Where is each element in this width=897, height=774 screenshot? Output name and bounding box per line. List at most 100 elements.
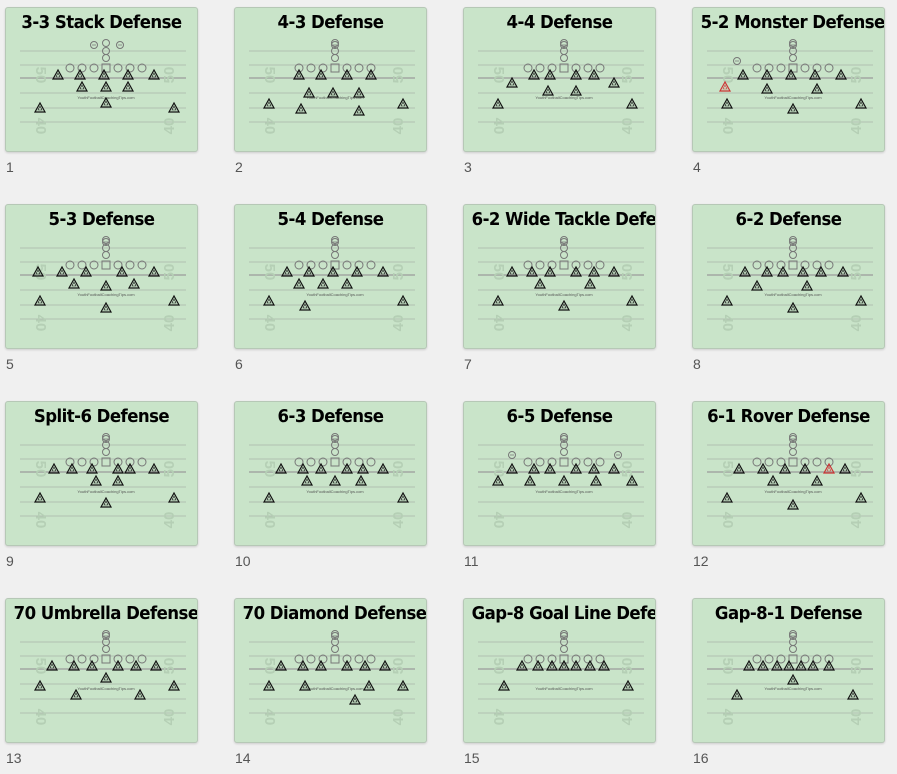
slide-number: 7 [464,356,472,372]
defender-marker [262,97,276,109]
defender-marker [854,294,868,306]
yard-number: 50 [490,461,507,478]
slide-number: 12 [693,553,709,569]
defender-marker [352,86,366,98]
defender-marker [51,68,65,80]
yard-number: 40 [390,512,407,529]
slide-thumbnail[interactable]: 50 40 50 40 YouthFootballCoachingTips.com 70 … [5,598,198,766]
slide-thumbnail[interactable]: 50 40 50 40 YouthFootballCoachingTips.com 5-2… [692,7,885,175]
defender-marker [798,462,812,474]
defender-marker [527,462,541,474]
yard-number: 50 [619,658,636,675]
slide-title: 6-2 Defense [735,209,842,230]
defender-marker [99,671,113,683]
defender-marker [557,474,571,486]
offense-marker [789,41,797,49]
defender-marker [378,659,392,671]
offense-marker [331,41,339,49]
slide-number: 13 [6,750,22,766]
defender-marker [348,693,362,705]
defender-marker [766,474,780,486]
offense-marker [560,238,568,246]
defender-marker [794,659,808,671]
slide-number: 11 [464,553,479,569]
yard-number: 50 [390,658,407,675]
yard-number: 50 [848,264,865,281]
slide-thumbnail[interactable]: 50 40 50 40 YouthFootballCoachingTips.com 6-1… [692,401,885,569]
slide-thumbnail[interactable]: 50 40 50 40 YouthFootballCoachingTips.com 6-5… [463,401,656,569]
slide-thumbnail[interactable]: 50 40 50 40 YouthFootballCoachingTips.com Gap… [463,598,656,766]
watermark-text: YouthFootballCoachingTips.com [306,686,364,691]
slide-number: 3 [464,159,472,175]
defender-marker [587,68,601,80]
slide-title: Split-6 Defense [33,406,170,427]
slide-thumbnail[interactable]: 50 40 50 40 YouthFootballCoachingTips.com Spl… [5,401,198,569]
defender-marker [147,265,161,277]
slide-preview: 50 40 50 40 YouthFootballCoachingTips.com 6-3… [234,401,427,546]
watermark-text: YouthFootballCoachingTips.com [535,292,593,297]
defender-marker [770,659,784,671]
defender-marker [730,688,744,700]
defender-marker [569,462,583,474]
defender-marker [810,82,824,94]
defender-marker [302,265,316,277]
offense-marker [102,632,110,640]
slide-thumbnail[interactable]: 50 40 50 40 YouthFootballCoachingTips.com 6-2… [463,204,656,372]
slide-thumbnail[interactable]: 50 40 50 40 YouthFootballCoachingTips.com 6-3… [234,401,427,569]
defender-marker [800,279,814,291]
yard-number: 50 [390,67,407,84]
defender-marker [810,474,824,486]
defender-marker [167,101,181,113]
slide-preview: 50 40 50 40 YouthFootballCoachingTips.com 4-3… [234,7,427,152]
offense-marker [789,238,797,246]
defender-marker [589,474,603,486]
defender-marker [167,679,181,691]
defender-marker [491,474,505,486]
yard-number: 40 [261,118,278,135]
defender-marker [760,68,774,80]
slide-thumbnail[interactable]: 50 40 50 40 YouthFootballCoachingTips.com 5-4… [234,204,427,372]
slide-title: 6-2 Wide Tackle Defense [471,209,656,230]
defender-marker [296,659,310,671]
yard-number: 50 [390,461,407,478]
slide-thumbnail[interactable]: 50 40 50 40 YouthFootballCoachingTips.com 4-4… [463,7,656,175]
slide-thumbnail[interactable]: 50 40 50 40 YouthFootballCoachingTips.com Gap… [692,598,885,766]
defender-marker [73,68,87,80]
defender-marker [111,659,125,671]
defender-marker [115,265,129,277]
defender-marker [760,82,774,94]
defender-marker [491,97,505,109]
watermark-text: YouthFootballCoachingTips.com [535,95,593,100]
yard-number: 50 [719,461,736,478]
offense-marker [102,435,110,443]
yard-number: 40 [848,315,865,332]
defender-marker [167,294,181,306]
defender-marker [505,76,519,88]
watermark-text: YouthFootballCoachingTips.com [306,489,364,494]
slide-number: 16 [693,750,709,766]
slide-thumbnail[interactable]: 50 40 50 40 YouthFootballCoachingTips.com 4-3… [234,7,427,175]
yard-number: 40 [161,709,178,726]
yard-number: 50 [261,264,278,281]
slide-thumbnail[interactable]: 50 40 50 40 YouthFootballCoachingTips.com 5-3… [5,204,198,372]
defender-marker [376,462,390,474]
defender-marker [298,679,312,691]
yard-number: 40 [848,709,865,726]
slide-thumbnail[interactable]: 50 40 50 40 YouthFootballCoachingTips.com 70 … [234,598,427,766]
slide-thumbnail[interactable]: 50 40 50 40 YouthFootballCoachingTips.com 6-2… [692,204,885,372]
defender-marker [340,277,354,289]
defender-marker [543,265,557,277]
slide-number: 2 [235,159,243,175]
defender-marker [149,659,163,671]
watermark-text: YouthFootballCoachingTips.com [764,292,822,297]
slide-thumbnail[interactable]: 50 40 50 40 YouthFootballCoachingTips.com 3-3… [5,7,198,175]
slide-title: 6-3 Defense [277,406,384,427]
defender-marker [597,659,611,671]
yard-number: 50 [161,67,178,84]
